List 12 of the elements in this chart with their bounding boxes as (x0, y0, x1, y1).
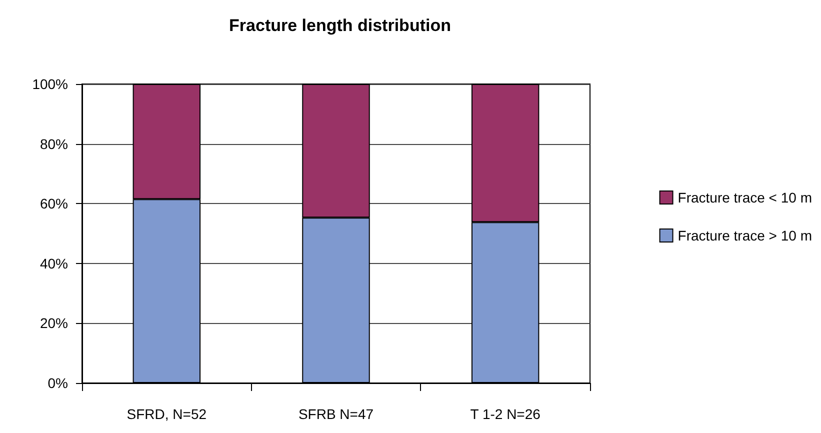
x-tick-label: SFRD, N=52 (126, 406, 207, 422)
y-tick-label: 60% (40, 196, 68, 212)
y-tick-label: 100% (32, 76, 68, 92)
y-tick-label: 0% (48, 375, 68, 391)
x-tick-label: SFRB N=47 (298, 406, 374, 422)
x-tick-label: T 1-2 N=26 (470, 406, 541, 422)
legend-label: Fracture trace > 10 m (678, 228, 812, 244)
y-tick-label: 40% (40, 255, 68, 272)
chart-title: Fracture length distribution (229, 16, 451, 35)
y-tick-label: 20% (40, 315, 68, 332)
y-tick-label: 80% (40, 136, 68, 152)
legend-label: Fracture trace < 10 m (678, 190, 812, 206)
